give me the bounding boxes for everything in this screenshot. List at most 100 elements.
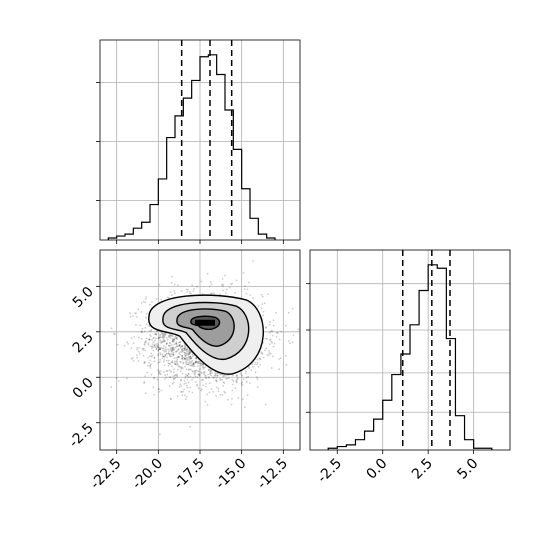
scatter-point [214,374,217,377]
scatter-point [185,348,188,351]
scatter-point [194,375,197,378]
scatter-point [205,385,207,388]
scatter-point [174,346,177,349]
scatter-point [214,372,217,375]
scatter-point [143,381,146,383]
scatter-point [215,379,217,382]
scatter-point [259,363,261,366]
scatter-point [178,344,181,347]
scatter-point [192,370,194,373]
scatter-point [153,333,156,336]
scatter-point [173,348,175,351]
scatter-point [223,390,226,393]
scatter-point [186,384,188,387]
scatter-point [170,335,173,337]
scatter-point [256,358,259,361]
scatter-point [178,344,181,347]
scatter-point [125,377,128,380]
scatter-point [192,362,195,365]
bottom-right-x-tick-label: 5.0 [454,456,481,483]
scatter-point [155,333,158,336]
scatter-point [145,340,147,342]
scatter-point [179,347,182,349]
scatter-point [172,339,175,342]
scatter-point [181,357,184,360]
scatter-point [179,340,182,343]
scatter-point [152,386,155,388]
scatter-point [222,385,225,387]
scatter-point [276,332,279,334]
scatter-point [245,372,247,375]
scatter-point [189,350,192,353]
scatter-point [235,374,238,377]
scatter-point [188,292,191,295]
scatter-point [127,343,130,345]
scatter-point [187,355,190,357]
scatter-point [133,336,136,338]
scatter-point [163,371,165,374]
scatter-point [149,345,152,347]
scatter-point [159,333,161,336]
scatter-point [184,347,186,349]
top-left-histogram-clip [100,40,300,240]
scatter-point [153,357,156,359]
scatter-point [224,375,227,377]
scatter-point [268,339,271,341]
scatter-point [176,360,178,362]
scatter-point [258,357,261,360]
density-y-tick-label: 0.0 [70,375,97,402]
scatter-point [159,347,161,350]
scatter-point [171,365,173,367]
bottom-right-panel-frame [309,249,511,451]
scatter-point [267,354,270,356]
scatter-point [156,345,159,348]
scatter-point [194,362,197,364]
scatter-point [256,363,258,366]
scatter-point [141,331,144,334]
scatter-point [149,303,151,306]
scatter-point [145,316,148,319]
scatter-point [153,337,155,339]
scatter-point [176,358,179,361]
scatter-point [261,352,264,355]
scatter-point [170,349,173,352]
scatter-point [158,336,161,339]
scatter-point [168,385,171,387]
scatter-point [143,361,146,364]
scatter-point [204,376,207,379]
scatter-point [148,361,151,364]
scatter-point [188,352,191,354]
scatter-point [269,352,272,355]
scatter-point [154,343,157,346]
scatter-point [163,340,165,342]
scatter-point [158,336,161,339]
scatter-point [160,298,163,301]
scatter-point [177,284,179,287]
scatter-point [159,361,161,363]
bottom-right-x-tick-label: 2.5 [409,456,436,483]
scatter-point [179,366,182,369]
scatter-point [159,348,162,350]
scatter-point [272,324,275,327]
scatter-point [200,362,203,365]
scatter-point [196,285,198,288]
scatter-point [186,386,189,389]
scatter-point [175,350,177,353]
scatter-point [192,363,195,366]
scatter-point [193,365,196,368]
scatter-point [264,403,267,406]
scatter-point [170,353,173,355]
scatter-point [165,353,168,355]
scatter-point [150,355,153,358]
scatter-point [158,337,160,339]
scatter-point [229,286,231,289]
scatter-point [175,337,178,339]
scatter-point [172,378,175,380]
scatter-point [254,361,257,364]
scatter-point [186,357,189,359]
scatter-point [172,371,175,374]
scatter-point [263,302,266,305]
scatter-point [198,370,201,373]
scatter-point [134,312,136,315]
